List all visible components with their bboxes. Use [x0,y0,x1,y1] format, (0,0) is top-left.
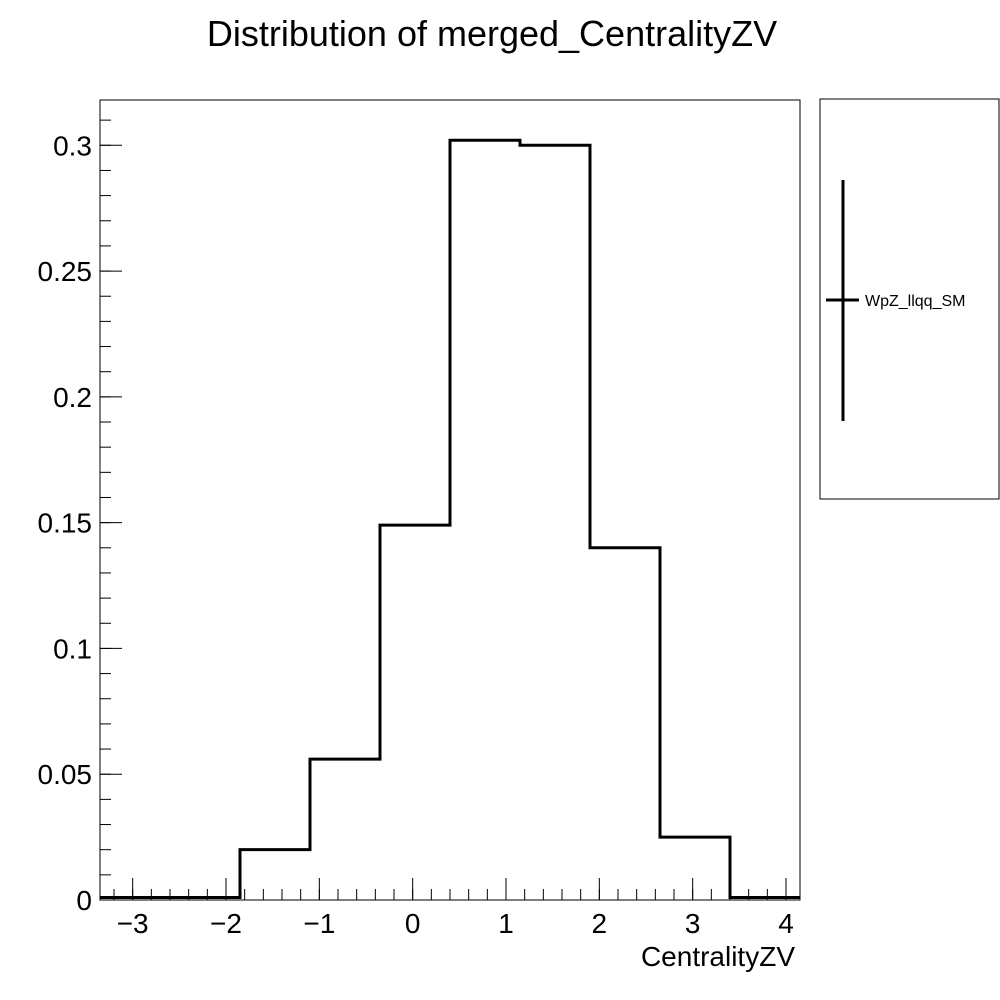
legend: WpZ_llqq_SM [819,98,1000,500]
histogram-bin [590,548,660,900]
x-tick-label: 0 [405,908,421,939]
histogram-bin [450,140,520,900]
histogram-outline [100,138,800,899]
y-tick-label: 0.2 [53,382,92,413]
x-tick-label: −2 [210,908,242,939]
histogram-bin [660,837,730,900]
x-tick-label: −1 [303,908,335,939]
y-tick-label: 0.3 [53,130,92,161]
y-tick-labels: 0 0.05 0.1 0.15 0.2 0.25 0.3 [38,130,93,916]
minor-ticks [100,119,787,901]
y-tick-label: 0.25 [38,256,93,287]
histogram-bin [380,525,450,900]
x-tick-labels: −3 −2 −1 0 1 2 3 4 [117,908,794,939]
x-axis-label: CentralityZV [641,941,795,972]
y-tick-label: 0.1 [53,633,92,664]
x-tick-label: 2 [592,908,608,939]
x-tick-label: 4 [778,908,794,939]
y-tick-label: 0.15 [38,508,93,539]
histogram-bin [310,759,380,900]
histogram-bin [520,145,590,900]
major-ticks [100,144,787,901]
x-tick-label: 1 [498,908,514,939]
chart-title: Distribution of merged_CentralityZV [207,13,777,54]
y-tick-label: 0 [76,885,92,916]
x-tick-label: −3 [117,908,149,939]
y-tick-label: 0.05 [38,759,93,790]
legend-entry-label: WpZ_llqq_SM [865,293,965,310]
histogram-bin [240,850,310,900]
x-tick-label: 3 [685,908,701,939]
